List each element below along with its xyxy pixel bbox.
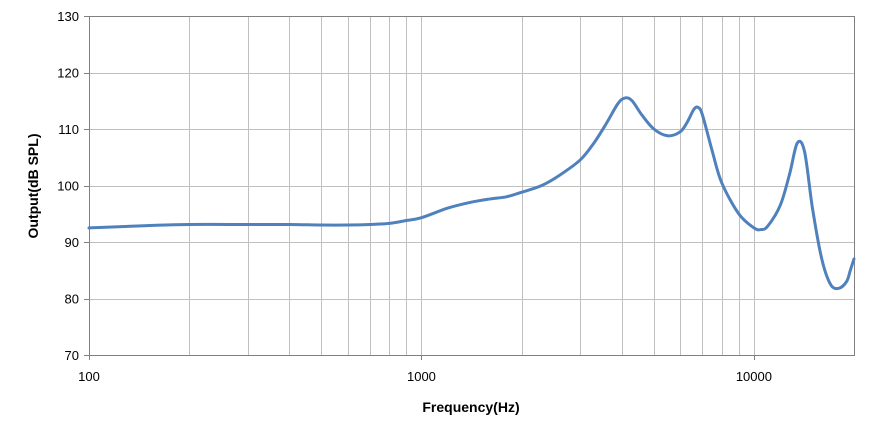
x-axis-title: Frequency(Hz) [422,399,519,415]
y-tick-label: 120 [57,66,79,81]
y-tick-label: 90 [65,235,79,250]
y-tick-label: 100 [57,179,79,194]
plot-area-border [89,16,855,356]
x-tick-label: 1000 [407,369,436,384]
grid-lines [89,16,855,356]
tick-labels: 70 80 90 100 110 120 130 100 1000 10000 [57,9,772,384]
series-layer [87,96,856,291]
x-tick-label: 10000 [736,369,772,384]
series-line [87,96,856,291]
y-tick-label: 130 [57,9,79,24]
y-tick-label: 70 [65,348,79,363]
axes [84,16,855,360]
y-axis-title: Output(dB SPL) [25,134,41,239]
y-tick-label: 110 [58,122,79,137]
x-tick-label: 100 [78,369,100,384]
y-tick-label: 80 [65,292,79,307]
